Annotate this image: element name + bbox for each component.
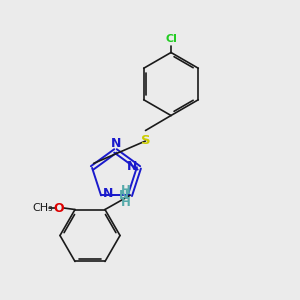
Text: N: N (103, 188, 113, 200)
Text: Cl: Cl (165, 34, 177, 44)
Text: CH₃: CH₃ (32, 203, 53, 213)
Text: H: H (121, 184, 130, 196)
Text: S: S (141, 134, 150, 148)
Text: N: N (127, 160, 137, 173)
Text: H: H (121, 196, 130, 208)
Text: O: O (53, 202, 64, 214)
Text: N: N (111, 137, 121, 150)
Text: N: N (119, 189, 129, 202)
